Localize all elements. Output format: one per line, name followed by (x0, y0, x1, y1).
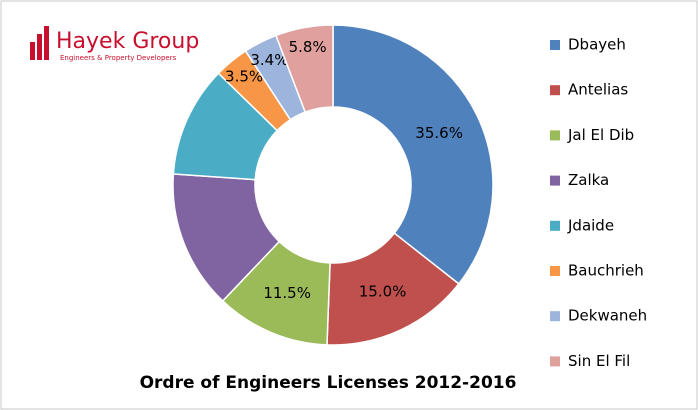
data-label: 3.4% (250, 51, 288, 69)
logo-bar (44, 26, 49, 60)
legend-label: Jdaide (567, 216, 614, 234)
data-label: 35.6% (415, 124, 463, 142)
legend-swatch (550, 175, 560, 186)
legend-swatch (550, 220, 560, 231)
logo-bar (37, 34, 42, 60)
slice (332, 24, 494, 285)
legend-swatch (550, 85, 560, 96)
legend-label: Dekwaneh (568, 307, 647, 325)
logo-bar (30, 42, 35, 60)
legend-swatch (550, 40, 560, 50)
legend-label: Jal El Dib (567, 126, 634, 144)
legend-swatch (550, 311, 560, 322)
data-label: 5.8% (289, 38, 327, 56)
legend-swatch (550, 130, 560, 141)
legend-label: Sin El Fil (568, 352, 630, 370)
legend-swatch (550, 356, 560, 367)
logo-name: Hayek Group (56, 29, 199, 54)
slice (326, 232, 460, 346)
data-label: 15.0% (359, 283, 407, 301)
data-label: 3.5% (225, 67, 263, 85)
logo-tagline: Engineers & Property Developers (60, 54, 177, 62)
legend-label: Dbayeh (568, 36, 626, 54)
legend-swatch (550, 266, 560, 276)
legend-label: Antelias (568, 81, 628, 99)
slice (275, 24, 334, 114)
logo: Hayek Group Engineers & Property Develop… (30, 26, 199, 62)
legend-label: Zalka (568, 171, 609, 189)
legend-label: Bauchrieh (568, 262, 644, 280)
data-label: 11.5% (263, 284, 311, 302)
chart-title: Ordre of Engineers Licenses 2012-2016 (140, 373, 517, 393)
